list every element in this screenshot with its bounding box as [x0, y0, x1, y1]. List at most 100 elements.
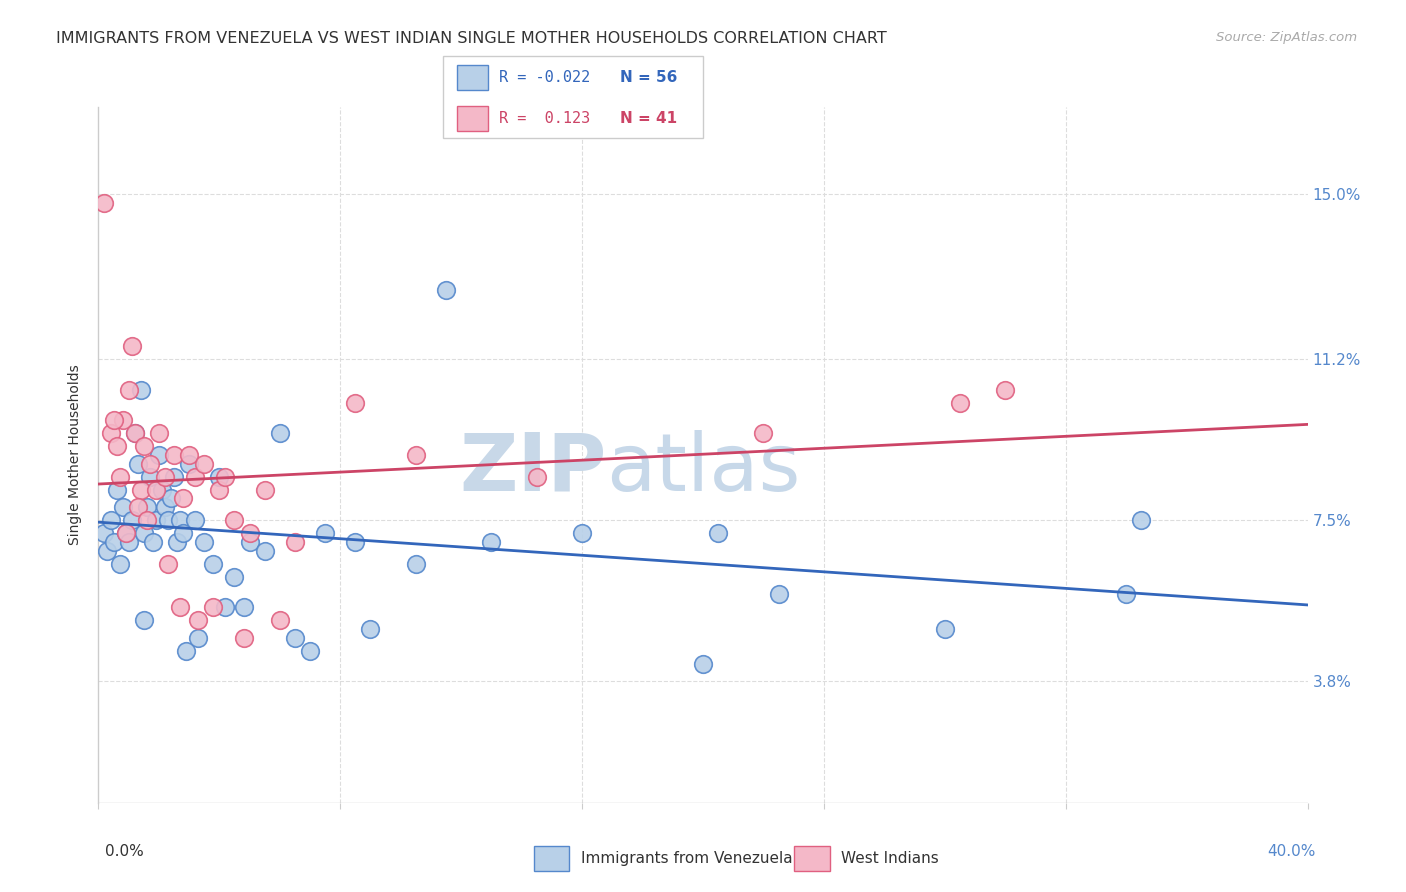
Point [202, 557, 225, 571]
Point [193, 534, 215, 549]
Point [148, 448, 170, 462]
Point [187, 613, 209, 627]
Point [124, 426, 146, 441]
Point [127, 457, 149, 471]
Point [139, 457, 162, 471]
Point [163, 448, 186, 462]
Point [114, 526, 136, 541]
Text: Source: ZipAtlas.com: Source: ZipAtlas.com [1216, 31, 1357, 45]
Text: N = 56: N = 56 [620, 70, 678, 85]
Point [214, 469, 236, 483]
Point [193, 457, 215, 471]
Point [692, 657, 714, 671]
Point [284, 631, 307, 645]
Point [153, 500, 176, 514]
Point [299, 643, 322, 657]
Point [269, 613, 291, 627]
Point [135, 513, 157, 527]
Point [114, 526, 136, 541]
Point [118, 383, 141, 397]
Point [184, 513, 207, 527]
Text: 40.0%: 40.0% [1268, 845, 1316, 859]
Point [156, 513, 179, 527]
Point [111, 413, 134, 427]
Point [121, 513, 143, 527]
Point [224, 570, 246, 584]
Point [232, 600, 254, 615]
Point [179, 448, 201, 462]
Point [994, 383, 1017, 397]
Point [184, 469, 207, 483]
Point [360, 622, 382, 636]
Point [284, 534, 307, 549]
Text: R =  0.123: R = 0.123 [499, 111, 591, 126]
Point [105, 483, 128, 497]
Point [224, 513, 246, 527]
Point [187, 631, 209, 645]
Text: Immigrants from Venezuela: Immigrants from Venezuela [581, 851, 793, 865]
Text: N = 41: N = 41 [620, 111, 678, 126]
Point [344, 396, 367, 410]
Point [135, 500, 157, 514]
Point [526, 469, 548, 483]
Point [707, 526, 730, 541]
Point [160, 491, 183, 506]
Point [127, 500, 149, 514]
Point [150, 483, 173, 497]
Point [768, 587, 790, 601]
Point [314, 526, 336, 541]
Point [949, 396, 972, 410]
Point [100, 513, 122, 527]
Text: IMMIGRANTS FROM VENEZUELA VS WEST INDIAN SINGLE MOTHER HOUSEHOLDS CORRELATION CH: IMMIGRANTS FROM VENEZUELA VS WEST INDIAN… [56, 31, 887, 46]
Point [145, 513, 167, 527]
Point [108, 469, 131, 483]
Point [405, 557, 427, 571]
Point [481, 534, 503, 549]
Point [93, 526, 115, 541]
Point [239, 534, 262, 549]
Point [105, 439, 128, 453]
Point [93, 195, 115, 210]
Point [103, 413, 125, 427]
Text: ZIP: ZIP [458, 430, 606, 508]
Point [269, 426, 291, 441]
Point [214, 600, 236, 615]
Point [232, 631, 254, 645]
Point [139, 469, 162, 483]
Point [145, 483, 167, 497]
Point [132, 613, 155, 627]
Point [434, 283, 457, 297]
Point [166, 534, 188, 549]
Point [129, 383, 152, 397]
Point [174, 643, 197, 657]
Point [172, 526, 194, 541]
Point [208, 469, 231, 483]
Point [124, 426, 146, 441]
Point [1115, 587, 1137, 601]
Text: West Indians: West Indians [841, 851, 939, 865]
Point [132, 526, 155, 541]
Point [148, 426, 170, 441]
Text: R = -0.022: R = -0.022 [499, 70, 591, 85]
Point [156, 557, 179, 571]
Point [100, 426, 122, 441]
Point [239, 526, 262, 541]
Point [405, 448, 427, 462]
Point [172, 491, 194, 506]
Point [108, 557, 131, 571]
Point [571, 526, 593, 541]
Point [153, 469, 176, 483]
Point [132, 439, 155, 453]
Point [129, 483, 152, 497]
Text: 0.0%: 0.0% [105, 845, 145, 859]
Point [103, 534, 125, 549]
Text: atlas: atlas [606, 430, 800, 508]
Point [169, 513, 191, 527]
Point [253, 483, 276, 497]
Point [111, 500, 134, 514]
Point [142, 534, 165, 549]
Point [208, 483, 231, 497]
Point [163, 469, 186, 483]
Point [121, 339, 143, 353]
Point [1130, 513, 1153, 527]
